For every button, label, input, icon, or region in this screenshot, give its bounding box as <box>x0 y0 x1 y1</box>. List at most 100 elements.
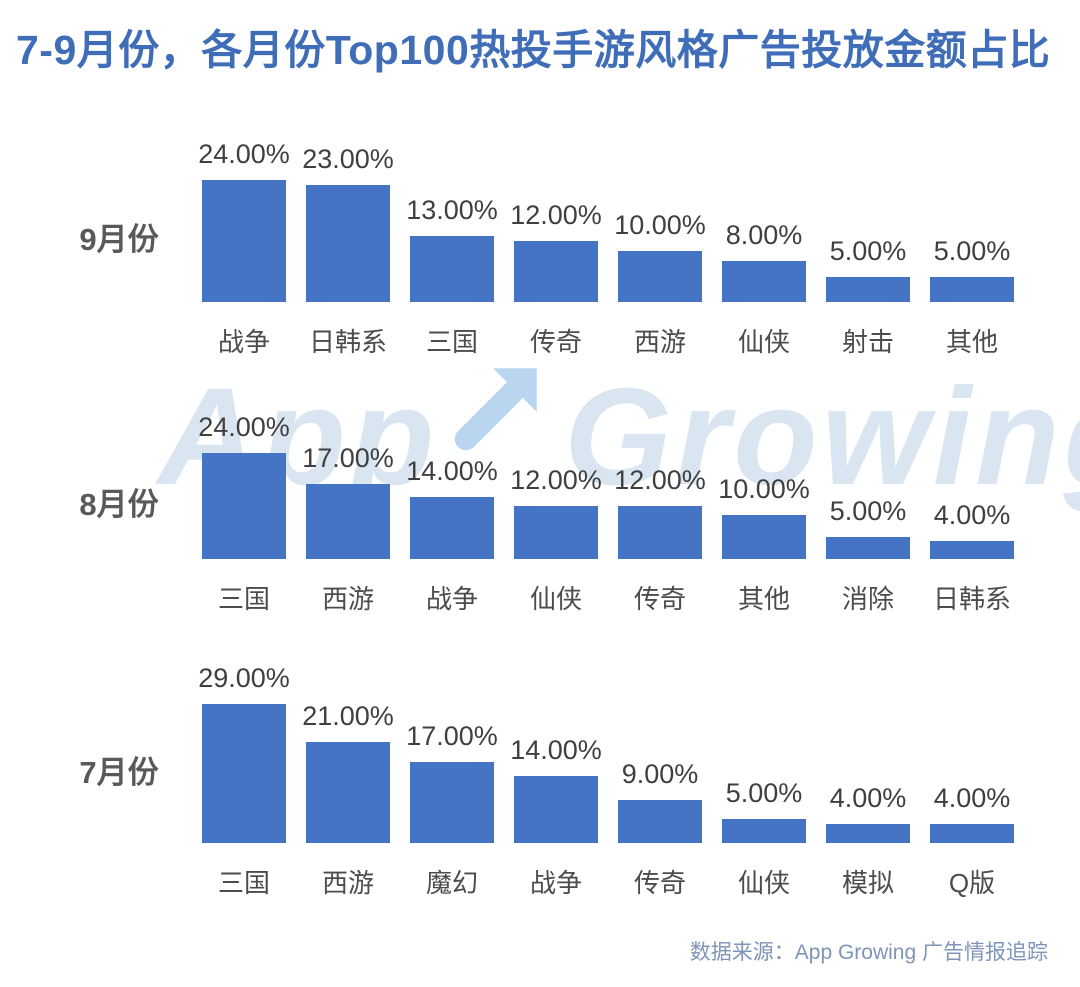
category-axis: 三国 西游 战争 仙侠 传奇 其他 消除 日韩系 <box>0 579 1080 616</box>
bar-column: 24.00% <box>198 412 290 560</box>
bar <box>514 241 598 303</box>
category-label: 战争 <box>217 327 270 358</box>
bar-column: 12.00% <box>614 465 706 560</box>
category-label: 传奇 <box>529 327 582 358</box>
bar-column: 14.00% <box>406 456 498 560</box>
bar-column: 12.00% <box>510 200 602 303</box>
category-label: 三国 <box>217 584 270 615</box>
bar <box>306 742 390 844</box>
bar <box>306 484 390 560</box>
category-label: 魔幻 <box>425 868 478 899</box>
category-label: 其他 <box>945 327 998 358</box>
bar <box>514 506 598 560</box>
bar-column: 23.00% <box>302 144 394 303</box>
bar-column: 9.00% <box>618 759 702 844</box>
category-label: 其他 <box>737 584 790 615</box>
bar <box>202 704 286 844</box>
category-label: 仙侠 <box>529 584 582 615</box>
value-label: 5.00% <box>725 778 803 809</box>
value-label: 12.00% <box>614 465 706 496</box>
bar-column: 24.00% <box>198 139 290 303</box>
bar-column: 17.00% <box>302 443 394 560</box>
category-label: 消除 <box>841 584 894 615</box>
category-label: 战争 <box>529 868 582 899</box>
plot-area: 8月份 24.00% 17.00% 14.00% 12.00% 12.00% 10.00% 5… <box>0 411 1080 560</box>
value-label: 21.00% <box>302 701 394 732</box>
bar <box>930 277 1014 303</box>
charts-area: 9月份 24.00% 23.00% 13.00% 12.00% 10.00% 8.00% 5.… <box>0 138 1080 900</box>
chart-row: 9月份 24.00% 23.00% 13.00% 12.00% 10.00% 8.00% 5.… <box>0 138 1080 359</box>
category-label: 仙侠 <box>737 327 790 358</box>
category-label: 射击 <box>841 327 894 358</box>
bar-column: 17.00% <box>406 721 498 844</box>
bar <box>618 506 702 560</box>
bar-column: 8.00% <box>722 220 806 303</box>
axis-spacer <box>0 863 202 900</box>
bar-column: 5.00% <box>826 236 910 303</box>
category-label: 战争 <box>425 584 478 615</box>
category-label: 三国 <box>217 868 270 899</box>
bar <box>722 515 806 560</box>
value-label: 5.00% <box>933 236 1011 267</box>
category-label: 传奇 <box>633 868 686 899</box>
value-label: 4.00% <box>933 500 1011 531</box>
bar <box>826 277 910 303</box>
page-title: 7-9月份，各月份Top100热投手游风格广告投放金额占比 <box>16 27 1051 73</box>
value-label: 23.00% <box>302 144 394 175</box>
bar-column: 5.00% <box>826 496 910 560</box>
category-label: Q版 <box>948 868 996 899</box>
bar <box>514 776 598 844</box>
month-label: 7月份 <box>79 755 159 791</box>
bar <box>410 497 494 560</box>
category-axis: 三国 西游 魔幻 战争 传奇 仙侠 模拟 Q版 <box>0 863 1080 900</box>
chart-row: 8月份 24.00% 17.00% 14.00% 12.00% 12.00% 10.00% 5… <box>0 411 1080 616</box>
bar-column: 12.00% <box>510 465 602 560</box>
value-label: 14.00% <box>406 456 498 487</box>
axis-spacer <box>0 322 202 359</box>
month-label: 9月份 <box>79 222 159 258</box>
value-label: 10.00% <box>718 474 810 505</box>
category-label: 三国 <box>425 327 478 358</box>
bar <box>930 541 1014 560</box>
value-label: 17.00% <box>302 443 394 474</box>
value-label: 13.00% <box>406 195 498 226</box>
value-label: 5.00% <box>829 236 907 267</box>
axis-spacer <box>0 579 202 616</box>
plot-area: 7月份 29.00% 21.00% 17.00% 14.00% 9.00% 5.00% 4.0… <box>0 662 1080 844</box>
value-label: 24.00% <box>198 412 290 443</box>
bar-column: 14.00% <box>510 735 602 844</box>
bar-column: 13.00% <box>406 195 498 303</box>
bar <box>410 236 494 303</box>
bar <box>618 800 702 844</box>
bar-column: 4.00% <box>930 783 1014 844</box>
bar-column: 5.00% <box>930 236 1014 303</box>
value-label: 24.00% <box>198 139 290 170</box>
category-label: 西游 <box>633 327 686 358</box>
category-label: 西游 <box>321 868 374 899</box>
value-label: 4.00% <box>829 783 907 814</box>
value-label: 5.00% <box>829 496 907 527</box>
bar-column: 4.00% <box>826 783 910 844</box>
bar-column: 5.00% <box>722 778 806 844</box>
category-label: 模拟 <box>841 868 894 899</box>
bar-column: 21.00% <box>302 701 394 844</box>
category-axis: 战争 日韩系 三国 传奇 西游 仙侠 射击 其他 <box>0 322 1080 359</box>
category-label: 日韩系 <box>308 327 387 358</box>
bar <box>826 537 910 560</box>
plot-area: 9月份 24.00% 23.00% 13.00% 12.00% 10.00% 8.00% 5.… <box>0 138 1080 303</box>
bar <box>410 762 494 844</box>
value-label: 8.00% <box>725 220 803 251</box>
bar <box>722 261 806 303</box>
month-label: 8月份 <box>79 487 159 523</box>
bar <box>618 251 702 303</box>
bar <box>202 180 286 303</box>
category-label: 仙侠 <box>737 868 790 899</box>
value-label: 9.00% <box>621 759 699 790</box>
bar <box>202 453 286 560</box>
bar-column: 4.00% <box>930 500 1014 560</box>
value-label: 12.00% <box>510 200 602 231</box>
value-label: 10.00% <box>614 210 706 241</box>
value-label: 12.00% <box>510 465 602 496</box>
category-label: 日韩系 <box>932 584 1011 615</box>
